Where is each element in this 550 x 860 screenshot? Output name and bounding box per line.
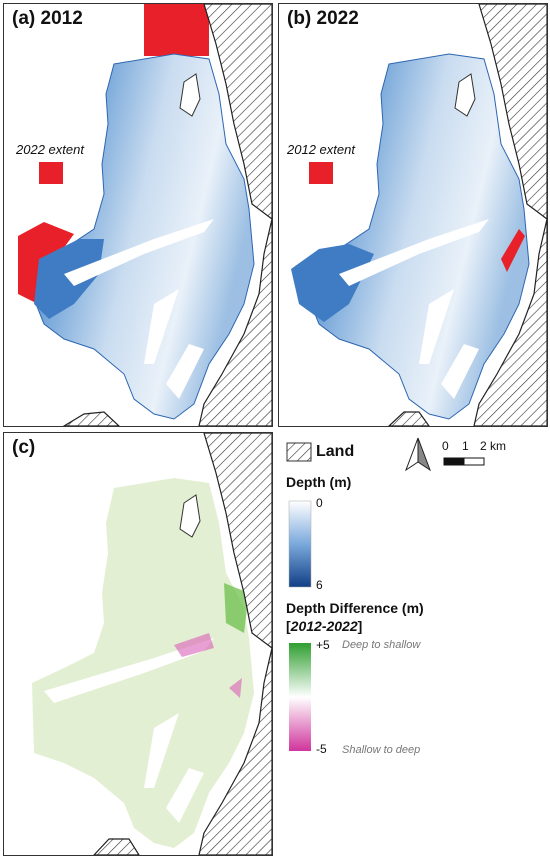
channel (44, 638, 214, 703)
extent-legend-square (309, 162, 333, 184)
diff-years: [2012-2022] (286, 618, 363, 634)
map-a (18, 4, 272, 426)
channel (144, 289, 179, 364)
extent-label-b: 2012 extent (287, 142, 355, 157)
scale-bar (443, 457, 485, 466)
panel-b-2022: (b) 2022 2012 extent (278, 3, 548, 427)
land-area (62, 411, 120, 426)
diff-colorbar (289, 643, 311, 751)
depth-colorbar (288, 500, 312, 588)
panel-a-label: (a) 2012 (12, 8, 83, 29)
channel (64, 219, 214, 286)
scale-tick-1: 1 (462, 439, 469, 453)
diff-min-desc: Shallow to deep (342, 744, 421, 756)
map-c (32, 433, 272, 855)
land-area (473, 4, 547, 426)
depth-min-label: 0 (316, 496, 323, 510)
panel-a-2012: (a) 2012 2022 extent (3, 3, 273, 427)
land-area (198, 433, 272, 855)
scale-tick-2: 2 km (480, 439, 507, 453)
land-swatch (286, 442, 312, 462)
deepening-zone (174, 633, 214, 657)
island (179, 73, 201, 117)
diff-max-desc: Deep to shallow (342, 639, 421, 651)
water-depth-area (310, 53, 530, 420)
water-depth-area (35, 53, 255, 420)
extent-difference-area (501, 229, 525, 272)
extent-difference-area (144, 4, 209, 56)
channel (339, 219, 489, 286)
channel (419, 289, 454, 364)
scale-tick-0: 0 (442, 439, 449, 453)
channel (441, 344, 479, 399)
water-depth-area (291, 244, 374, 322)
diff-min-label: -5 (316, 742, 327, 756)
depth-title: Depth (m) (286, 474, 352, 490)
channel (166, 344, 204, 399)
island (454, 73, 476, 117)
north-arrow-icon (404, 437, 432, 472)
panel-b-label: (b) 2022 (287, 8, 359, 29)
panel-c-difference: (c) (3, 432, 273, 856)
panel-c-label: (c) (12, 437, 36, 458)
land-label: Land (316, 443, 355, 460)
channel (166, 768, 204, 823)
extent-label-a: 2022 extent (16, 142, 84, 157)
deepening-zone (229, 678, 242, 698)
land-area (198, 4, 272, 426)
legend: Land 0 1 2 km Depth (m) 0 6 Depth Differ… (282, 432, 548, 852)
depth-max-label: 6 (316, 578, 323, 592)
shallowing-zone (224, 583, 249, 633)
channel (144, 713, 179, 788)
map-b (291, 4, 547, 426)
island (179, 494, 201, 538)
land-area (388, 411, 430, 426)
land-area (93, 838, 140, 855)
extent-legend-square (39, 162, 63, 184)
diff-title: Depth Difference (m) (286, 600, 424, 616)
diff-max-label: +5 (316, 638, 330, 652)
